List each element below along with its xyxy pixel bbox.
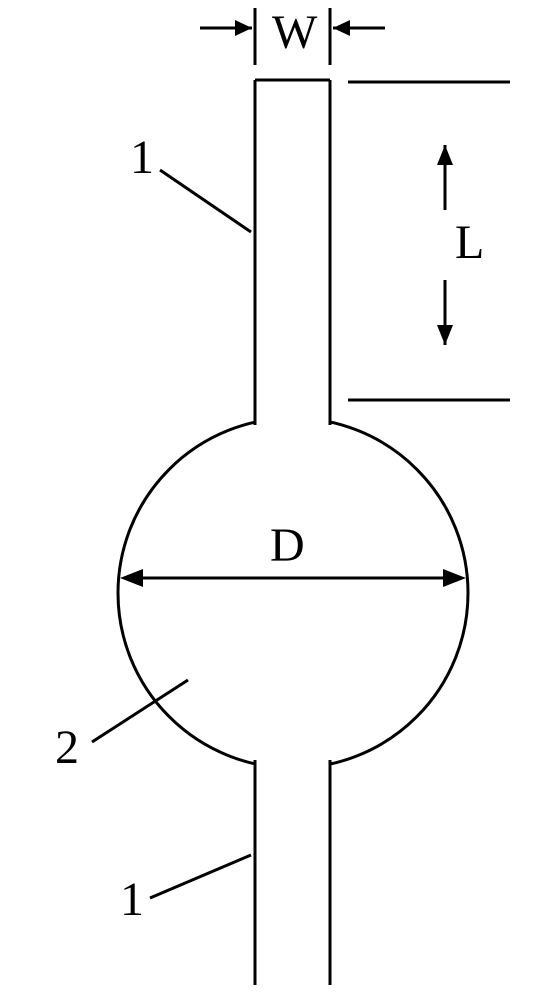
dim-l-label: L <box>455 215 484 270</box>
dim-d-label: D <box>270 518 305 573</box>
dim-l-arrow-top-head <box>437 145 453 165</box>
dim-w-label: W <box>272 5 317 60</box>
leader-1-bottom <box>150 855 251 898</box>
dim-w-arrow-left-head <box>235 20 252 36</box>
ref-2-label: 2 <box>55 720 79 775</box>
mask-bottom <box>257 760 329 780</box>
ref-1-bottom-label: 1 <box>120 872 144 927</box>
leader-2 <box>92 680 188 742</box>
mask-top <box>257 415 329 435</box>
ref-1-top-label: 1 <box>130 130 154 185</box>
circle-body <box>118 418 468 768</box>
dim-l-arrow-bottom-head <box>437 325 453 345</box>
dim-d-arrow-left <box>120 569 143 587</box>
dim-w-arrow-right-head <box>333 20 350 36</box>
diagram-svg <box>0 0 560 995</box>
dim-d-arrow-right <box>443 569 466 587</box>
leader-1-top <box>160 170 251 232</box>
